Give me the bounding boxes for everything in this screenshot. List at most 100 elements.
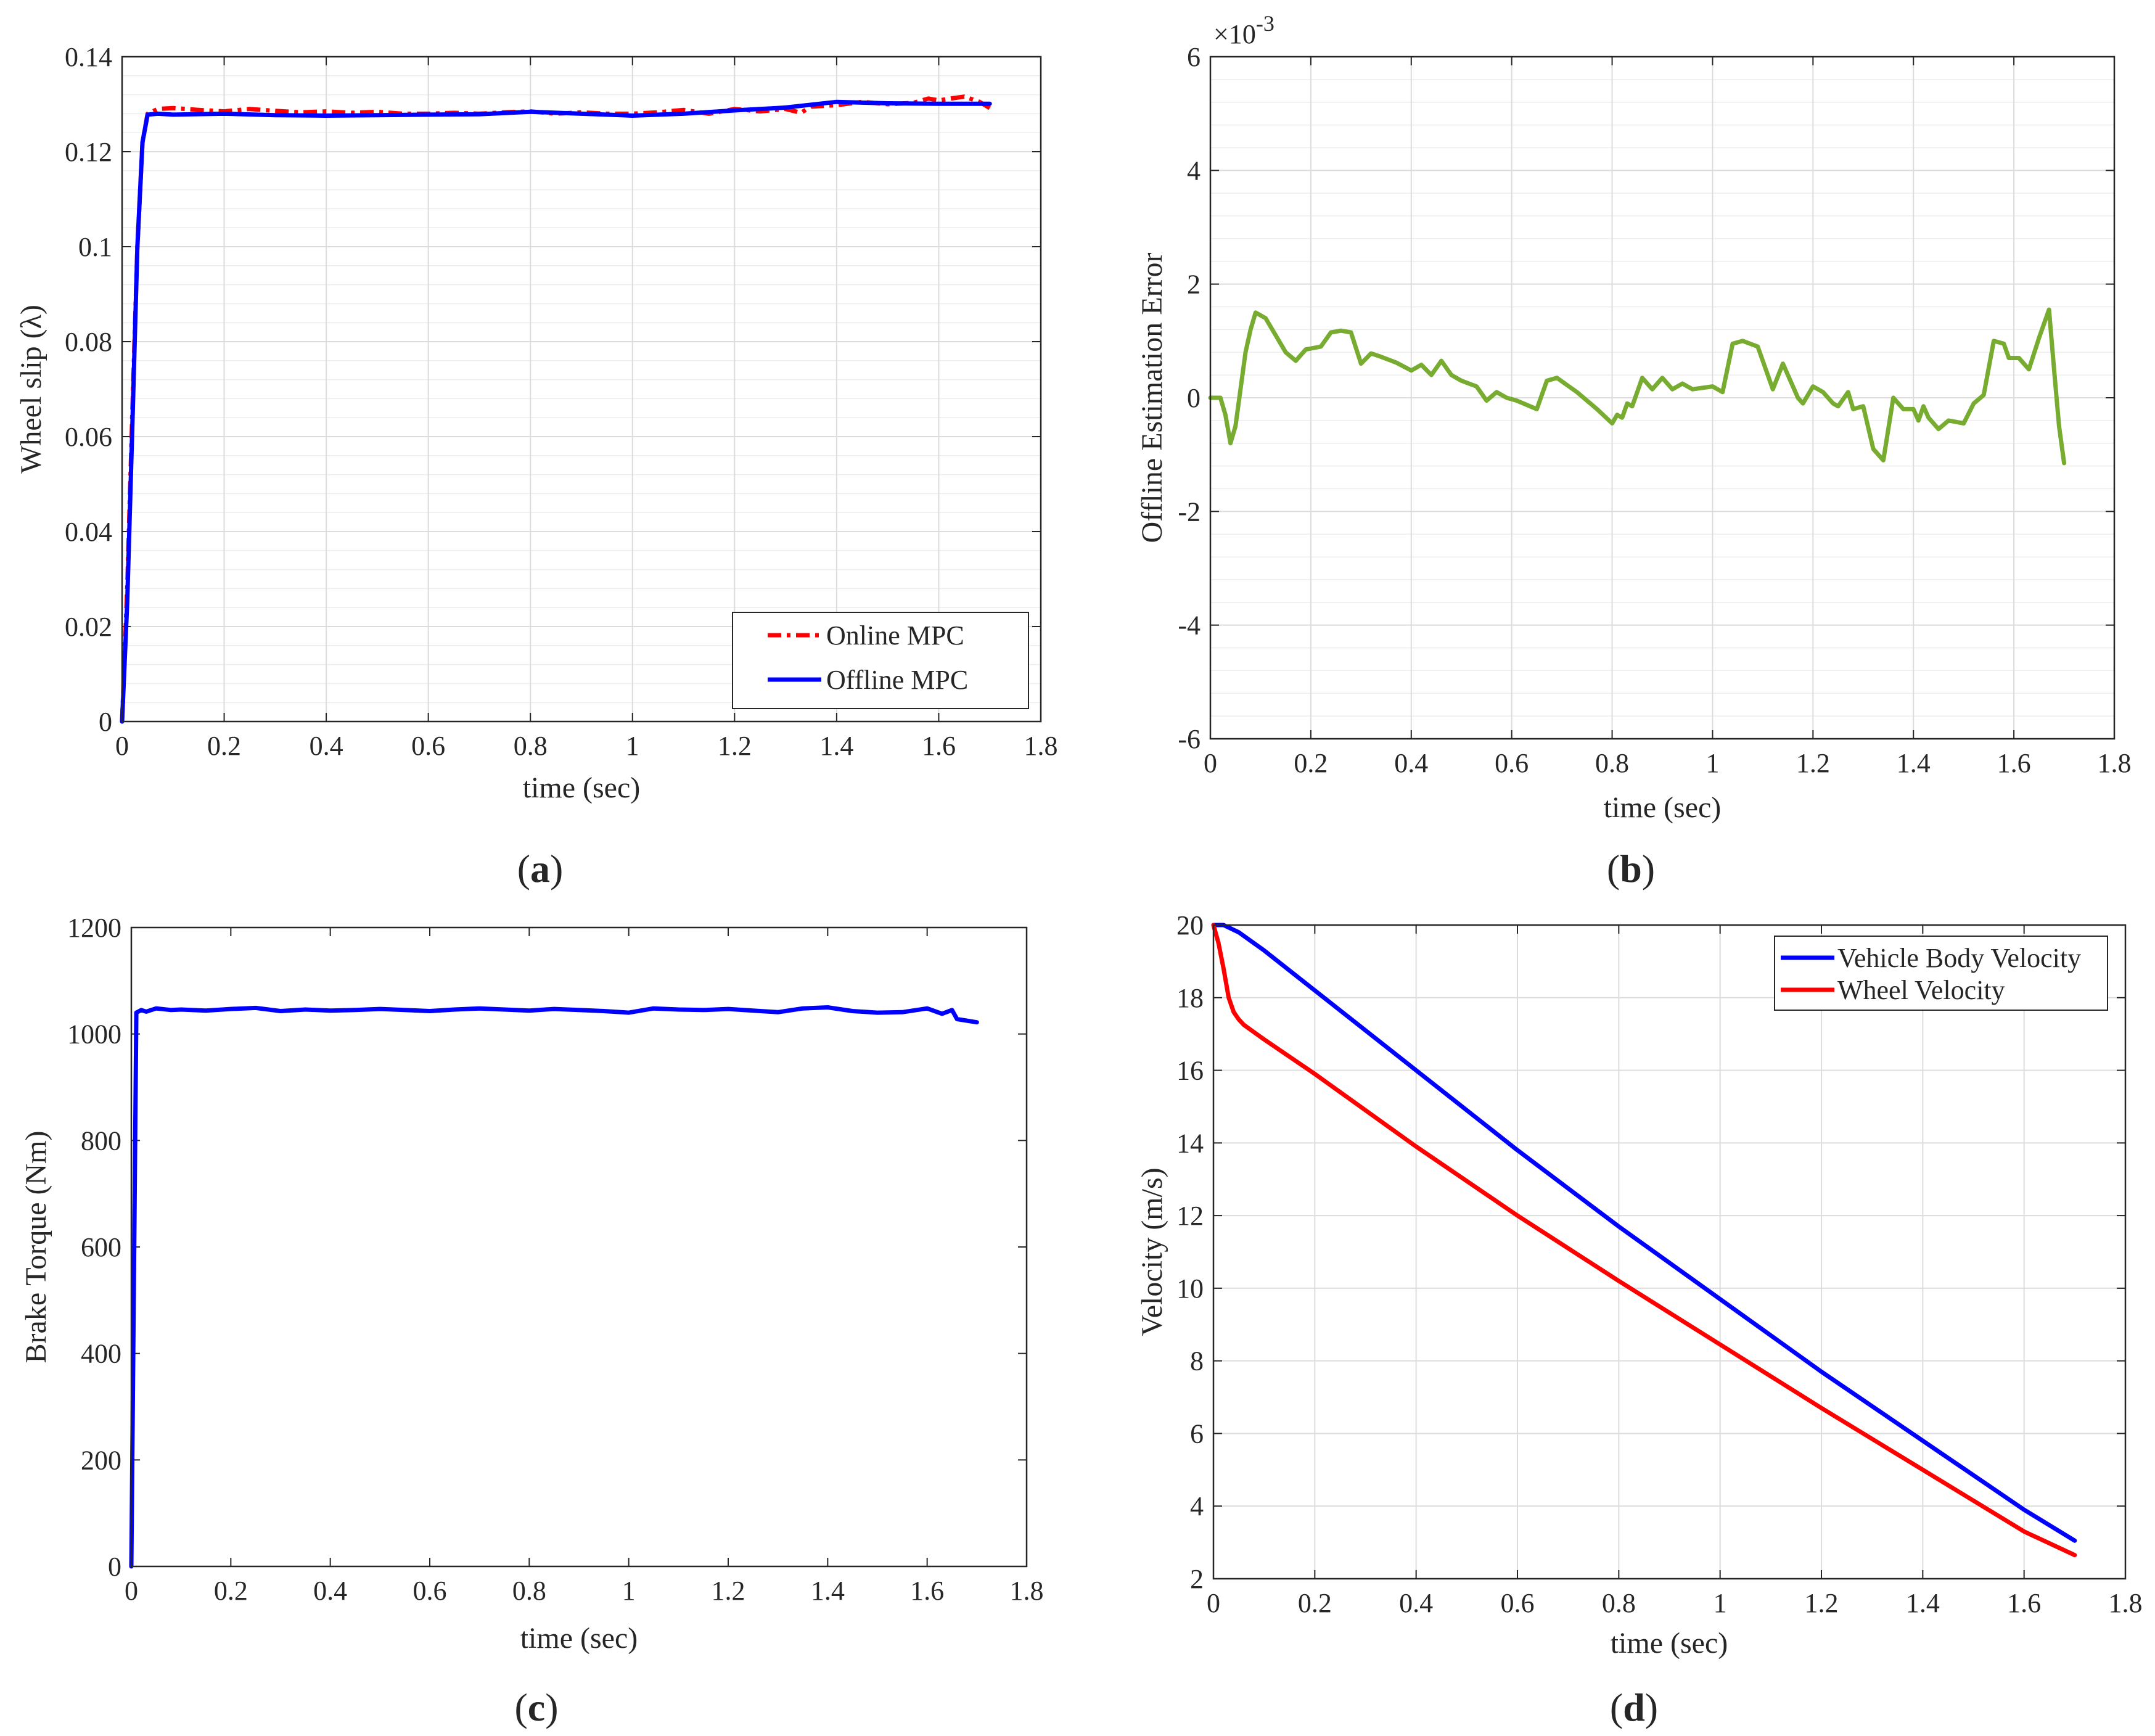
panel-a-caption: (a) xyxy=(517,847,564,891)
panel-a-x-tick-label: 1.4 xyxy=(819,731,853,761)
panel-b-x-tick-label: 0.4 xyxy=(1394,748,1428,778)
panel-b-y-tick-label: -2 xyxy=(1178,496,1201,527)
panel-d-y-tick-label: 6 xyxy=(1190,1418,1204,1449)
panel-c-x-tick-label: 1.4 xyxy=(811,1576,845,1606)
panel-c-y-tick-label: 1000 xyxy=(67,1019,121,1050)
panel-d-x-tick-label: 1.4 xyxy=(1906,1588,1940,1618)
panel-a-x-tick-label: 1.6 xyxy=(922,731,956,761)
panel-a-x-tick-label: 1.8 xyxy=(1024,731,1058,761)
panel-b-y-tick-label: -4 xyxy=(1178,611,1201,641)
panel-c-series-brake-torque xyxy=(129,1005,979,1569)
panel-b-x-tick-label: 0 xyxy=(1204,748,1217,778)
panel-c-ylabel: Brake Torque (Nm) xyxy=(20,1131,52,1364)
panel-c-plot-area xyxy=(130,926,1028,1568)
panel-b-caption-letter: b xyxy=(1620,847,1642,891)
panel-c-caption-letter: c xyxy=(528,1685,545,1729)
panel-d-y-tick-label: 12 xyxy=(1176,1201,1204,1231)
panel-d-x-tick-label: 1 xyxy=(1714,1588,1727,1618)
panel-a-x-tick-label: 0 xyxy=(115,731,129,761)
panel-d-ticks: 0 0.2 0.4 0.6 0.8 1 1.2 1.4 1.6 1.8 2 4 6 8 10 12 14 16 18… xyxy=(1176,910,2143,1618)
panel-a-ylabel: Wheel slip (λ) xyxy=(15,305,47,474)
panel-d-caption: (d) xyxy=(1610,1685,1658,1729)
panel-b-x-tick-label: 0.6 xyxy=(1495,748,1529,778)
panel-d-x-tick-label: 1.8 xyxy=(2109,1588,2143,1618)
panel-b-ticks: 0 0.2 0.4 0.6 0.8 1 1.2 1.4 1.6 1.8 -6 -4 -2 0 2 4 6 xyxy=(1178,42,2131,778)
panel-a-series-offline-mpc xyxy=(120,99,992,724)
panel-a-background xyxy=(122,57,1041,722)
panel-b-series-offline-estimation-error xyxy=(1208,307,2067,466)
panel-b-xlabel: time (sec) xyxy=(1604,791,1722,824)
panel-a-y-tick-label: 0.02 xyxy=(65,612,112,642)
panel-c-caption: (c) xyxy=(514,1685,558,1729)
panel-a: 0 0.2 0.4 0.6 0.8 1 1.2 1.4 1.6 1.8 0 0.02 0.04 0.06 0… xyxy=(15,42,1058,891)
panel-d-x-tick-label: 1.2 xyxy=(1805,1588,1839,1618)
panel-d-caption-letter: d xyxy=(1623,1685,1645,1729)
panel-c-y-tick-label: 0 xyxy=(108,1552,121,1582)
panel-d-series xyxy=(1211,923,2077,1558)
panel-b-plot-area xyxy=(1209,56,2116,740)
panel-c-x-tick-label: 1.8 xyxy=(1010,1576,1044,1606)
panel-d-x-tick-label: 0.8 xyxy=(1602,1588,1636,1618)
panel-a-plot-area xyxy=(121,56,1042,723)
panel-d-grid xyxy=(1213,924,2126,1579)
panel-b-x-tick-label: 1.8 xyxy=(2098,748,2132,778)
panel-d-y-tick-label: 4 xyxy=(1190,1491,1204,1521)
panel-a-y-tick-label: 0.06 xyxy=(65,422,112,452)
panel-b-x-tick-label: 1.2 xyxy=(1796,748,1830,778)
panel-c-y-tick-label: 400 xyxy=(81,1339,121,1369)
panel-c-xlabel: time (sec) xyxy=(520,1622,638,1655)
panel-a-x-tick-label: 1 xyxy=(626,731,639,761)
panel-b: 0 0.2 0.4 0.6 0.8 1 1.2 1.4 1.6 1.8 -6 -4 -2 0 2 4 6 tim… xyxy=(1136,11,2132,891)
panel-d-xlabel: time (sec) xyxy=(1611,1627,1728,1660)
panel-b-x-tick-label: 1.6 xyxy=(1997,748,2031,778)
panel-a-y-tick-label: 0.08 xyxy=(65,327,112,357)
panel-a-legend-online-label: Online MPC xyxy=(826,620,964,651)
panel-c-ticks: 0 0.2 0.4 0.6 0.8 1 1.2 1.4 1.6 1.8 0 200 400 600 800 1… xyxy=(67,913,1044,1606)
panel-a-x-tick-label: 0.8 xyxy=(514,731,548,761)
panel-b-x-tick-label: 0.2 xyxy=(1294,748,1328,778)
panel-a-legend-box xyxy=(732,612,1029,709)
panel-d-y-tick-label: 2 xyxy=(1190,1564,1204,1594)
panel-b-x-tick-label: 1 xyxy=(1706,748,1719,778)
panel-d-x-tick-label: 0.4 xyxy=(1399,1588,1433,1618)
panel-c-x-tick-label: 1.2 xyxy=(712,1576,745,1606)
panel-b-series xyxy=(1208,307,2067,466)
panel-c-x-tick-label: 0.6 xyxy=(413,1576,447,1606)
panel-c-x-tick-label: 0.2 xyxy=(214,1576,248,1606)
panel-a-y-tick-label: 0.14 xyxy=(65,42,112,72)
panel-a-x-tick-label: 0.4 xyxy=(310,731,343,761)
panel-d-x-tick-label: 0.6 xyxy=(1501,1588,1535,1618)
panel-a-legend-offline-label: Offline MPC xyxy=(826,665,968,695)
panel-a-y-tick-label: 0.1 xyxy=(78,232,112,262)
panel-b-x-tick-label: 0.8 xyxy=(1595,748,1629,778)
panel-b-x-tick-label: 1.4 xyxy=(1897,748,1931,778)
panel-c-x-tick-label: 0 xyxy=(125,1576,138,1606)
panel-b-y-tick-label: 0 xyxy=(1187,383,1201,413)
panel-d-series-vehicle-body-velocity xyxy=(1211,923,2077,1543)
panel-b-y-tick-label: 2 xyxy=(1187,269,1201,300)
panel-b-exponent-power: -3 xyxy=(1256,11,1275,36)
panel-a-series xyxy=(120,94,992,724)
panel-b-y-tick-label: 6 xyxy=(1187,42,1201,72)
panel-d-y-tick-label: 8 xyxy=(1190,1346,1204,1376)
panel-c-y-tick-label: 600 xyxy=(81,1232,121,1262)
panel-d-y-tick-label: 14 xyxy=(1176,1128,1204,1158)
panel-c-y-tick-label: 200 xyxy=(81,1445,121,1475)
panel-a-xlabel: time (sec) xyxy=(523,771,641,804)
panel-d-y-tick-label: 18 xyxy=(1176,983,1204,1013)
panel-c-background xyxy=(131,928,1027,1566)
panel-c: 0 0.2 0.4 0.6 0.8 1 1.2 1.4 1.6 1.8 0 200 400 600 800 1… xyxy=(20,913,1044,1729)
panel-b-y-tick-label: 4 xyxy=(1187,155,1201,186)
panel-b-ylabel: Offline Estimation Error xyxy=(1136,252,1168,543)
panel-d-x-tick-label: 0 xyxy=(1207,1588,1220,1618)
panel-b-y-tick-label: -6 xyxy=(1178,724,1201,754)
panel-a-x-tick-label: 1.2 xyxy=(718,731,752,761)
panel-c-x-tick-label: 1 xyxy=(622,1576,636,1606)
panel-a-x-tick-label: 0.2 xyxy=(207,731,241,761)
panel-a-y-tick-label: 0.12 xyxy=(65,137,112,167)
panel-d-y-tick-label: 10 xyxy=(1176,1273,1204,1304)
panel-d-legend-box xyxy=(1774,936,2108,1011)
panel-d-y-tick-label: 20 xyxy=(1176,910,1204,940)
panel-a-y-tick-label: 0 xyxy=(99,707,112,737)
